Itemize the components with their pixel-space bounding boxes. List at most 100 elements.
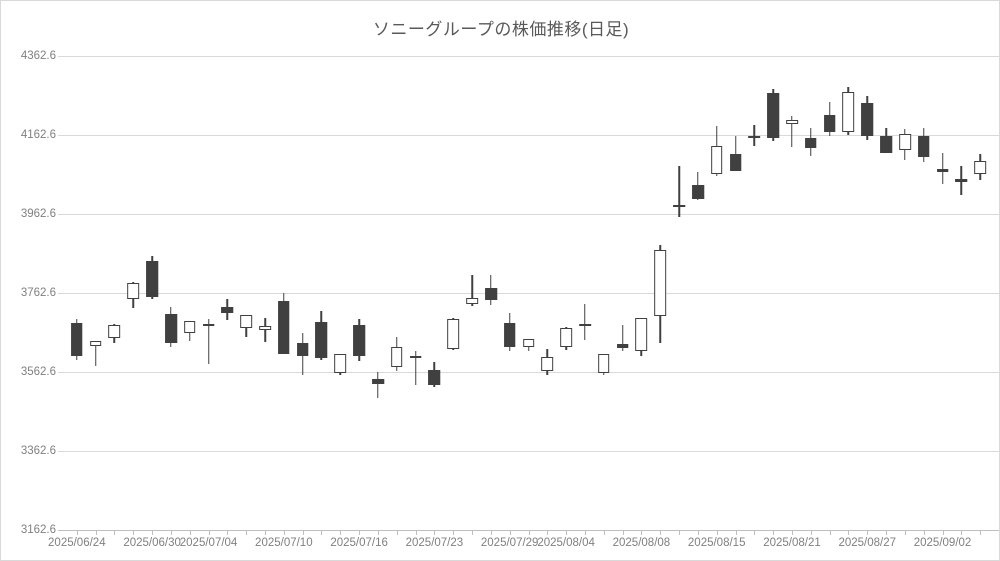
candle-body xyxy=(729,153,742,171)
x-tick xyxy=(76,530,78,535)
candle-body xyxy=(183,320,196,334)
candle-body xyxy=(597,354,610,373)
candle-body xyxy=(259,326,271,330)
candle-wick xyxy=(414,350,417,385)
x-tick xyxy=(302,530,304,535)
x-tick-label: 2025/07/29 xyxy=(480,537,539,549)
x-tick xyxy=(980,530,982,535)
candle-body xyxy=(748,136,761,139)
candle-body xyxy=(861,102,874,137)
candle-body xyxy=(917,136,930,157)
candle-wick xyxy=(207,318,210,364)
x-tick xyxy=(396,530,398,535)
x-tick xyxy=(735,530,737,535)
x-tick xyxy=(321,530,323,535)
candle-body xyxy=(409,356,422,359)
x-tick xyxy=(283,530,285,535)
candle-body xyxy=(70,323,83,356)
candle-body xyxy=(353,325,365,357)
x-tick-label: 2025/08/08 xyxy=(612,537,671,549)
x-tick xyxy=(528,530,530,535)
candle-wick xyxy=(471,274,473,307)
candle-body xyxy=(974,161,986,174)
candle-body xyxy=(635,317,648,351)
y-tick-label: 3362.6 xyxy=(20,445,56,457)
x-tick xyxy=(95,530,97,535)
candle-body xyxy=(485,288,497,300)
x-tick xyxy=(170,530,172,535)
x-tick xyxy=(547,530,549,535)
candle-wick xyxy=(734,136,737,171)
x-tick xyxy=(359,530,361,535)
x-tick xyxy=(566,530,568,535)
gridline xyxy=(58,451,999,452)
gridline xyxy=(58,372,999,373)
x-tick xyxy=(453,530,455,535)
x-tick xyxy=(490,530,492,535)
candle-body xyxy=(899,134,911,151)
candle-body xyxy=(334,354,347,374)
x-tick xyxy=(434,530,436,535)
gridline xyxy=(58,135,999,136)
x-tick-label: 2025/07/23 xyxy=(405,537,464,549)
x-tick xyxy=(584,530,586,535)
candle-body xyxy=(466,297,478,304)
candle-body xyxy=(692,185,704,200)
candle-body xyxy=(315,321,328,358)
x-tick-label: 2025/08/15 xyxy=(687,537,746,549)
candle-wick xyxy=(941,153,944,185)
candle-body xyxy=(108,324,121,339)
x-tick xyxy=(810,530,812,535)
x-tick xyxy=(904,530,906,535)
x-tick xyxy=(829,530,831,535)
candle-body xyxy=(127,282,140,299)
candle-wick xyxy=(753,124,756,146)
x-tick xyxy=(773,530,775,535)
x-tick xyxy=(886,530,888,535)
candle-body xyxy=(278,301,290,355)
candle-body xyxy=(786,119,798,125)
candle-body xyxy=(296,343,309,356)
x-tick xyxy=(509,530,511,535)
x-tick xyxy=(754,530,756,535)
candle-wick xyxy=(264,317,266,343)
x-tick xyxy=(679,530,681,535)
y-axis: 4362.6 4162.6 3962.6 3762.6 3562.6 3362.6 3162… xyxy=(1,1,56,560)
x-tick xyxy=(641,530,643,535)
candle-wick xyxy=(94,341,97,366)
y-tick-label: 4162.6 xyxy=(20,129,56,141)
candle-body xyxy=(955,179,968,183)
candle-body xyxy=(579,324,591,327)
candle-body xyxy=(202,324,215,327)
x-tick-label: 2025/07/16 xyxy=(330,537,388,549)
candle-body xyxy=(823,115,836,133)
chart-title: ソニーグループの株価推移(日足) xyxy=(372,20,630,39)
x-tick-label: 2025/08/27 xyxy=(838,537,897,549)
candle-body xyxy=(673,204,685,207)
x-tick xyxy=(660,530,662,535)
plot-area xyxy=(58,56,999,531)
candle-body xyxy=(503,322,516,348)
x-tick-label: 2025/07/04 xyxy=(179,537,238,549)
candle-body xyxy=(654,249,667,316)
candle-body xyxy=(221,306,234,313)
x-tick xyxy=(114,530,116,535)
candle-body xyxy=(89,341,102,347)
x-tick xyxy=(923,530,925,535)
candle-body xyxy=(616,344,629,348)
x-tick-label: 2025/09/02 xyxy=(913,537,972,549)
x-tick xyxy=(415,530,417,535)
gridline xyxy=(58,56,999,57)
candle-body xyxy=(372,378,384,385)
candle-wick xyxy=(584,303,586,341)
candle-body xyxy=(710,145,723,174)
x-tick xyxy=(152,530,154,535)
candle-body xyxy=(560,327,572,348)
x-tick-label: 2025/08/21 xyxy=(763,537,821,549)
candle-body xyxy=(447,318,460,349)
x-tick xyxy=(227,530,229,535)
candle-body xyxy=(390,347,403,368)
candle-body xyxy=(936,169,949,172)
x-tick-label: 2025/06/24 xyxy=(48,537,106,549)
x-tick xyxy=(133,530,135,535)
